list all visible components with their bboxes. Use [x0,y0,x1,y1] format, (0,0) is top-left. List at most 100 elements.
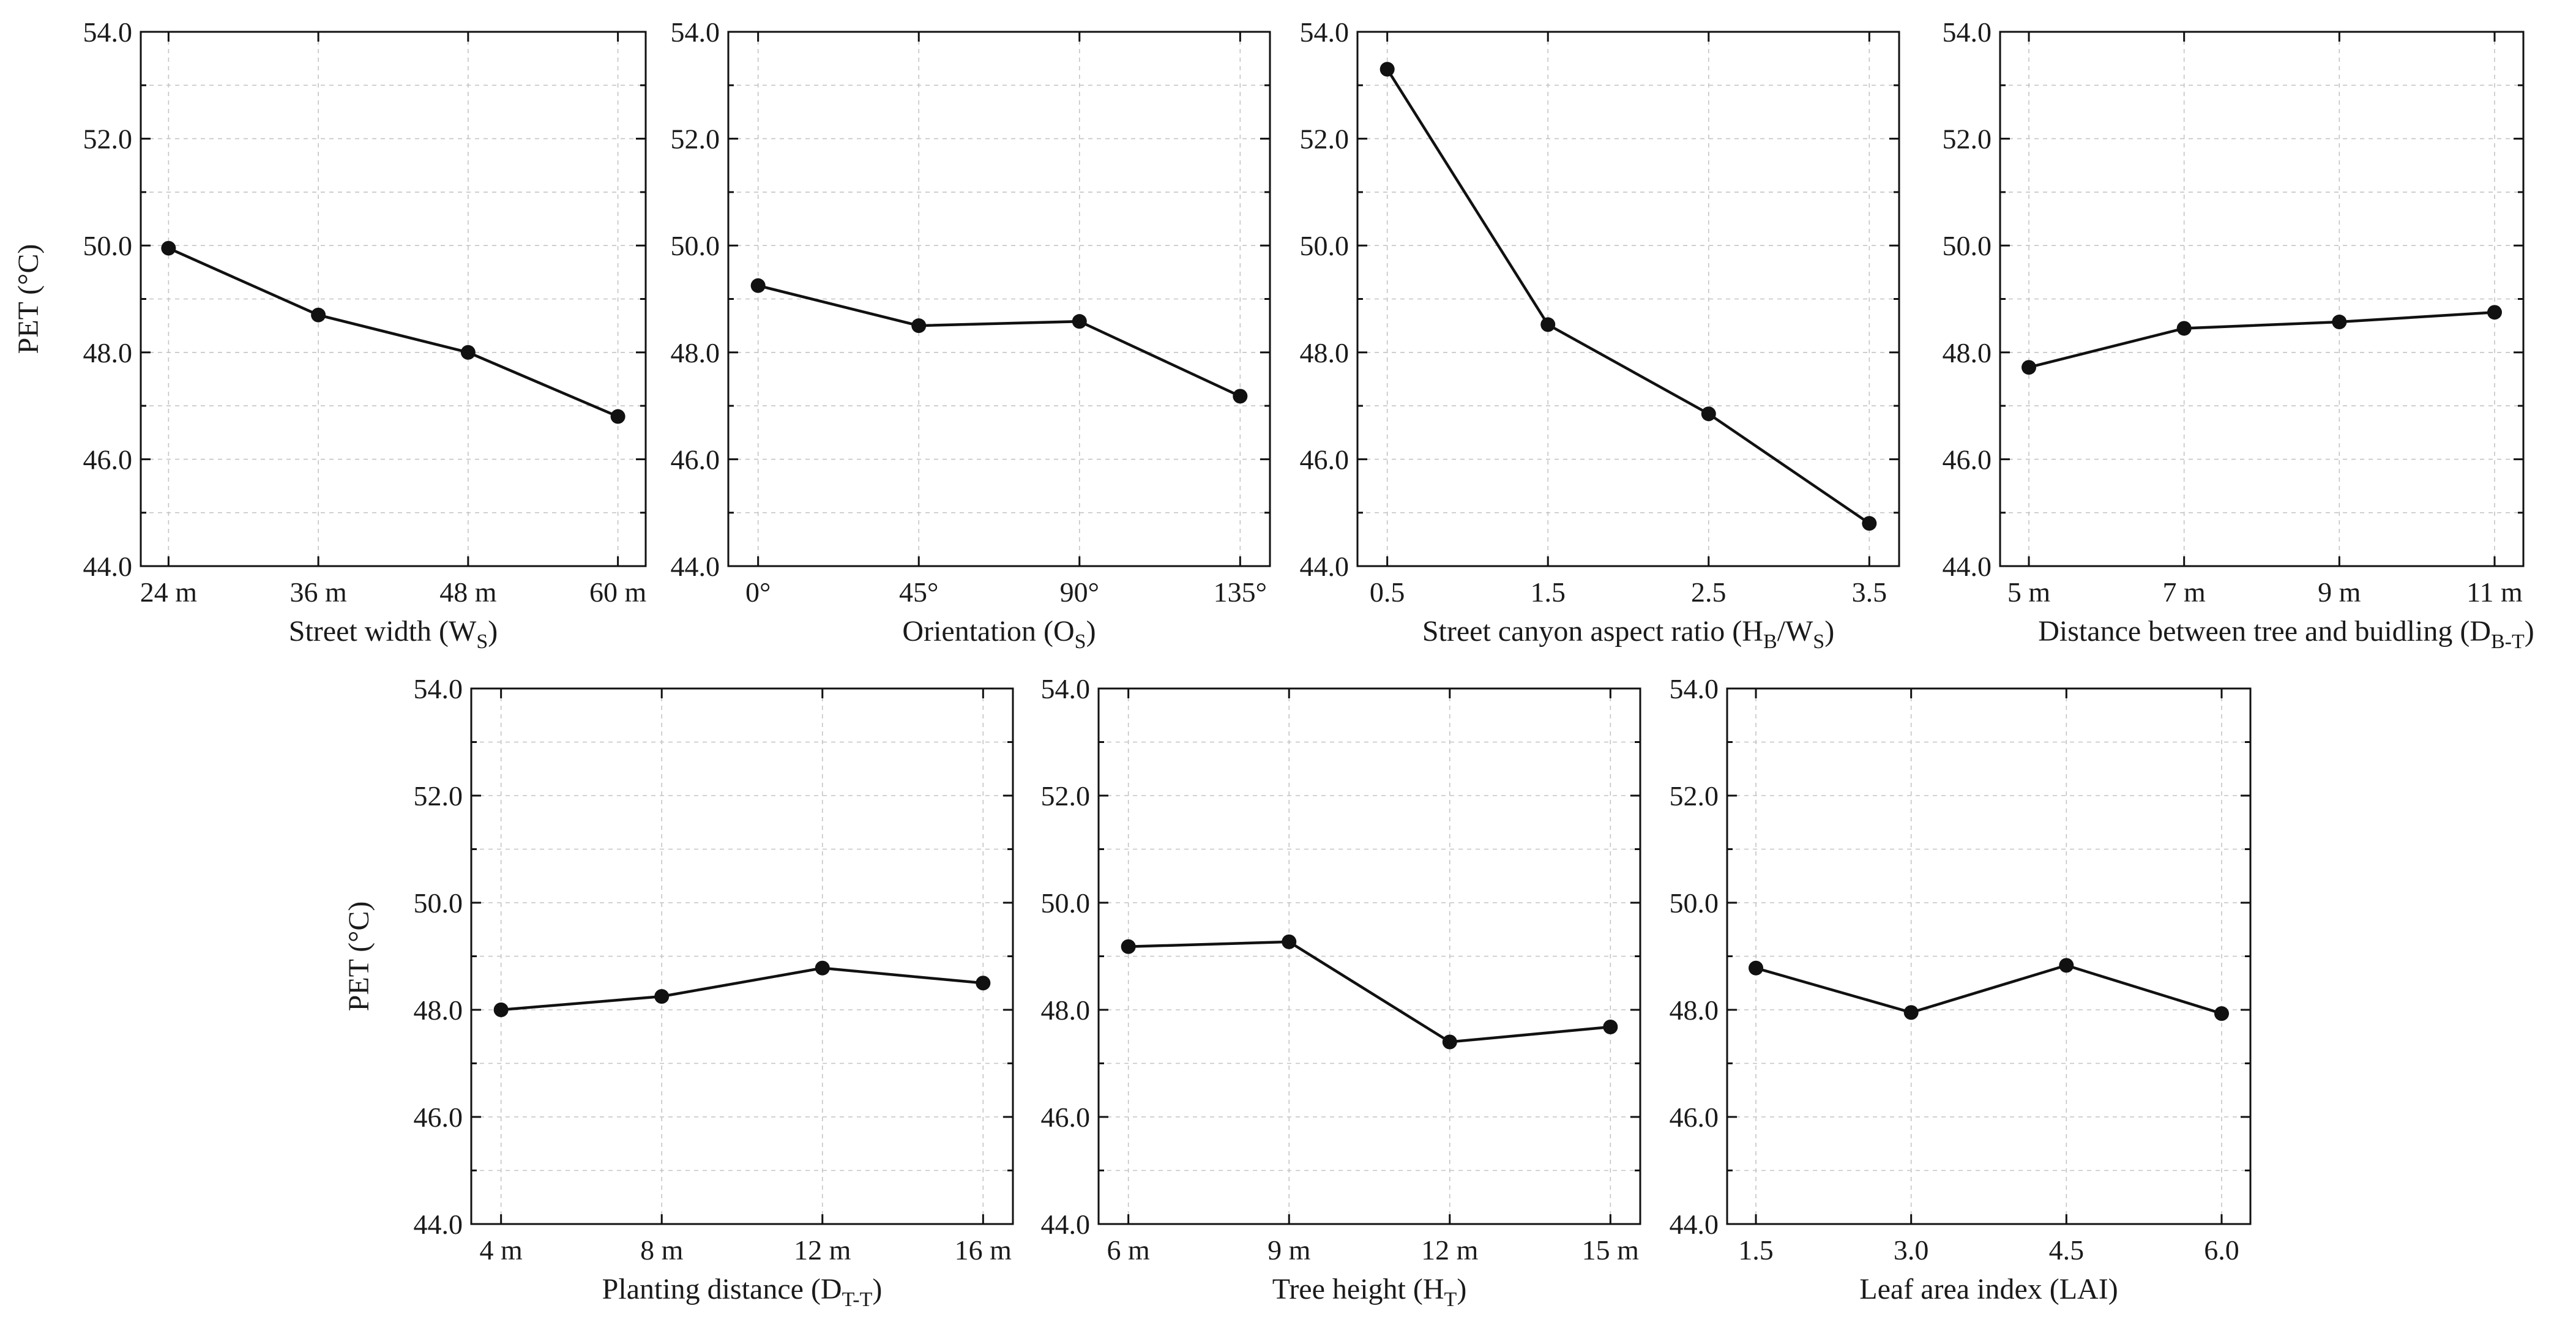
x-axis-label-part: Planting distance (D [602,1273,842,1305]
data-point [750,278,766,293]
y-tick-label: 44.0 [1943,551,1992,582]
y-tick-label: 50.0 [414,887,463,919]
data-point [815,960,830,976]
x-tick-label: 135° [1214,577,1267,608]
y-tick-label: 52.0 [671,124,720,155]
y-tick-label: 48.0 [1041,995,1091,1026]
chart-panel-2: 44.0 46.0 48.0 50.0 52.0 54.0 0° 45° 90° 135° Orie… [671,17,1271,653]
y-tick-label: 50.0 [1300,230,1350,261]
series-line [1386,68,1870,525]
x-axis-label-part: Tree height (H [1272,1273,1444,1305]
y-tick-label: 46.0 [414,1102,463,1133]
y-tick-label: 46.0 [1300,444,1350,475]
x-tick-label: 0° [745,577,771,608]
x-axis-label-subscript: B-T [2491,630,2525,653]
chart-panel-7: 44.0 46.0 48.0 50.0 52.0 54.0 1.5 3.0 4.5 6.0 Leaf… [1670,673,2252,1305]
y-tick-label: 46.0 [1041,1102,1091,1133]
y-tick-label: 48.0 [1300,337,1350,368]
data-point [2214,1006,2229,1021]
data-point [1540,317,1556,332]
x-axis-label: Leaf area index (LAI) [1859,1273,2118,1305]
y-tick-label: 46.0 [83,444,133,475]
data-point [1379,62,1395,77]
data-point [1749,960,1764,976]
x-tick-label: 24 m [140,577,198,608]
y-tick-label: 48.0 [414,995,463,1026]
data-point [1862,516,1877,531]
x-tick-label: 12 m [794,1234,851,1266]
x-tick-label: 5 m [2007,577,2051,608]
x-axis-label-part: ) [1086,615,1096,648]
y-tick-label: 52.0 [414,780,463,812]
series-line [1128,940,1611,1043]
x-axis-label-part: ) [488,615,498,648]
data-point [911,318,927,334]
chart-panel-6: 44.0 46.0 48.0 50.0 52.0 54.0 6 m 9 m 12 m 15 m Tr… [1041,673,1641,1311]
x-tick-label: 1.5 [1738,1234,1774,1266]
y-tick-label: 46.0 [1943,444,1992,475]
x-tick-label: 9 m [2318,577,2361,608]
data-point [2059,958,2074,973]
x-tick-label: 16 m [955,1234,1012,1266]
y-tick-label: 48.0 [1943,337,1992,368]
x-tick-label: 7 m [2163,577,2206,608]
y-tick-label: 44.0 [1300,551,1350,582]
y-tick-label: 48.0 [1670,995,1719,1026]
x-axis-label-part: ) [872,1273,882,1305]
y-tick-label: 52.0 [83,124,133,155]
x-tick-label: 1.5 [1530,577,1566,608]
x-tick-label: 3.0 [1894,1234,1929,1266]
y-tick-label: 50.0 [1943,230,1992,261]
x-axis-label-subscript: B [1763,630,1777,653]
y-tick-label: 54.0 [1943,17,1992,48]
x-tick-label: 45° [899,577,938,608]
x-tick-label: 9 m [1267,1234,1311,1266]
x-tick-label: 6.0 [2204,1234,2239,1266]
y-axis-label: PET (°C) [12,244,45,354]
y-tick-label: 52.0 [1300,124,1350,155]
x-axis-label-part: Leaf area index (LAI) [1859,1273,2118,1305]
y-tick-label: 44.0 [671,551,720,582]
series-line [758,284,1241,398]
data-point [1701,406,1716,422]
series-line [2028,311,2495,369]
x-axis-label: Distance between tree and buidling (DB-T… [2038,615,2534,653]
x-axis-label-part: ) [1824,615,1834,648]
x-axis-label: Orientation (OS) [902,615,1096,653]
y-tick-label: 44.0 [83,551,133,582]
data-point [2022,360,2037,375]
x-tick-label: 15 m [1582,1234,1640,1266]
chart-panel-3: 44.0 46.0 48.0 50.0 52.0 54.0 0.5 1.5 2.5 3.5 Stre… [1300,17,1900,653]
x-tick-label: 8 m [640,1234,684,1266]
x-tick-label: 6 m [1107,1234,1151,1266]
x-tick-label: 11 m [2466,577,2523,608]
x-tick-label: 48 m [439,577,497,608]
data-point [654,989,670,1004]
data-point [2332,315,2347,330]
y-tick-label: 52.0 [1943,124,1992,155]
x-axis-label-subscript: T-T [842,1288,873,1311]
x-axis-label-part: Distance between tree and buidling (D [2038,615,2491,648]
x-axis-label: Street canyon aspect ratio (HB/WS) [1422,615,1834,653]
y-tick-label: 46.0 [671,444,720,475]
y-tick-label: 44.0 [1670,1209,1719,1240]
y-tick-label: 52.0 [1670,780,1719,812]
chart-panel-5: 44.0 46.0 48.0 50.0 52.0 54.0 4 m 8 m 12 m 16 m Pl… [343,673,1014,1311]
y-axis-label: PET (°C) [343,901,375,1012]
x-tick-label: 36 m [289,577,347,608]
x-axis-label-part: Street canyon aspect ratio (H [1422,615,1763,648]
data-point [1072,314,1087,329]
x-axis-label-part: ) [2525,615,2534,648]
y-tick-label: 54.0 [414,673,463,704]
y-tick-label: 54.0 [1670,673,1719,704]
data-point [311,307,326,323]
data-point [1603,1020,1618,1034]
y-tick-label: 50.0 [1670,887,1719,919]
y-tick-label: 44.0 [1041,1209,1091,1240]
x-axis-label: Tree height (HT) [1272,1273,1467,1311]
x-axis-label: Street width (WS) [289,615,498,653]
y-tick-label: 50.0 [1041,887,1091,919]
y-tick-label: 54.0 [1300,17,1350,48]
data-point [1903,1005,1919,1020]
